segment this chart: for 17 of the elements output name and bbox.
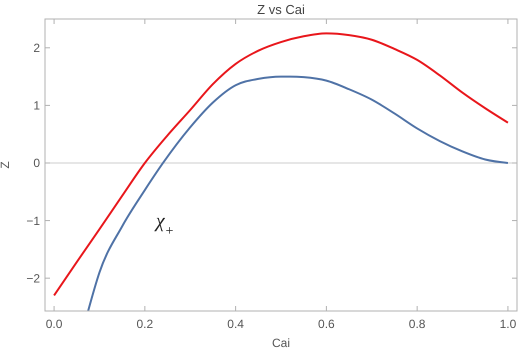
y-axis-title: Z [0, 161, 12, 169]
y-tick-label: −1 [26, 214, 40, 228]
x-axis-title: Cai [272, 336, 290, 350]
line-series [53, 32, 509, 296]
x-tick-label: 0.8 [408, 317, 426, 331]
x-tick-label: 0.4 [227, 317, 244, 331]
line-series [87, 76, 509, 311]
x-tick-label: 0.6 [318, 317, 336, 331]
y-tick-label: −2 [26, 271, 40, 286]
y-tick-label: 2 [33, 40, 40, 55]
annotation: χ$_{+}$ [154, 210, 174, 238]
y-tick-label: 1 [33, 98, 40, 113]
x-tick-label: 0.2 [136, 317, 154, 331]
chart-title: Z vs Cai [257, 2, 305, 17]
y-tick-label: 0 [33, 156, 40, 170]
x-tick-label: 1.0 [500, 317, 517, 331]
x-tick-label: 0.0 [46, 317, 63, 331]
